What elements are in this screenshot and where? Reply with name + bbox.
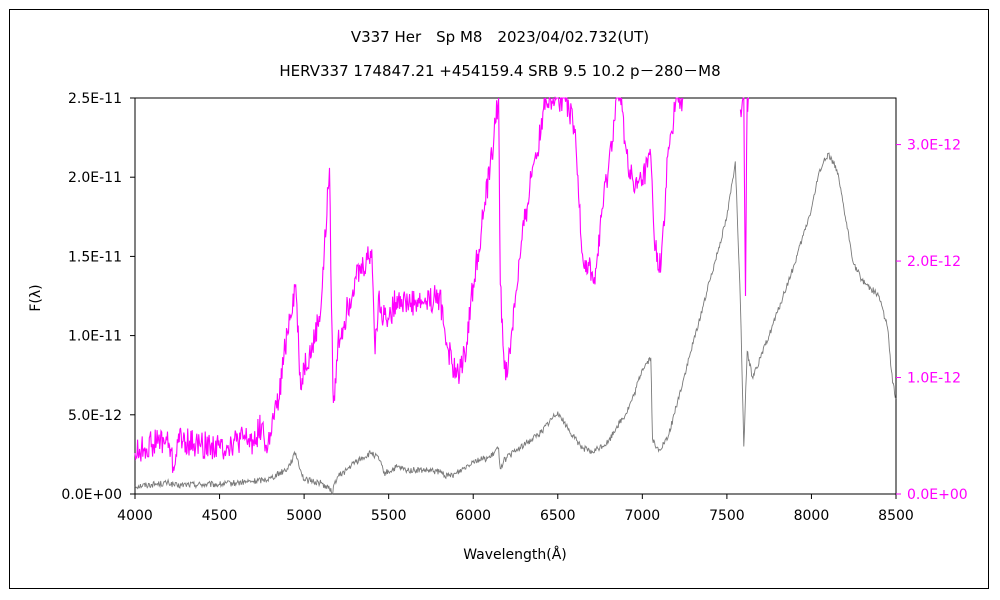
y2-tick-label: 1.0E-12	[907, 371, 961, 387]
x-tick-label: 7500	[709, 508, 745, 524]
x-tick-label: 8000	[794, 508, 830, 524]
x-tick-label: 8500	[878, 508, 914, 524]
y-tick-label: 1.5E-11	[68, 249, 122, 265]
series-line-magnified	[134, 95, 684, 473]
y-tick-label: 0.0E+00	[61, 487, 122, 503]
y-axis-label: F(λ)	[28, 284, 44, 311]
y2-tick-label: 3.0E-12	[907, 138, 961, 154]
y2-tick-label: 2.0E-12	[907, 254, 961, 270]
series-line-magnified	[739, 97, 749, 297]
x-tick-label: 6500	[540, 508, 576, 524]
x-tick-label: 4500	[202, 508, 238, 524]
chart-title: V337 Her Sp M8 2023/04/02.732(UT)	[350, 28, 650, 46]
series-layer	[134, 95, 897, 495]
y2-tick-label: 0.0E+00	[907, 487, 968, 503]
y-tick-label: 5.0E-12	[68, 408, 122, 424]
x-tick-label: 5000	[286, 508, 322, 524]
x-axis-label: Wavelength(Å)	[463, 546, 567, 563]
x-tick-label: 7000	[625, 508, 661, 524]
series-line-flux	[134, 152, 897, 495]
x-tick-label: 6000	[455, 508, 491, 524]
axis-layer: 4000 4500 5000 5500 6000 6500 7000 7500 8000 8500…	[61, 91, 967, 524]
chart-subtitle: HERV337 174847.21 +454159.4 SRB 9.5 10.2…	[279, 62, 721, 80]
y-tick-label: 1.0E-11	[68, 329, 122, 345]
x-tick-label: 4000	[117, 508, 153, 524]
x-tick-label: 5500	[371, 508, 407, 524]
y-tick-label: 2.0E-11	[68, 170, 122, 186]
y-tick-label: 2.5E-11	[68, 91, 122, 107]
